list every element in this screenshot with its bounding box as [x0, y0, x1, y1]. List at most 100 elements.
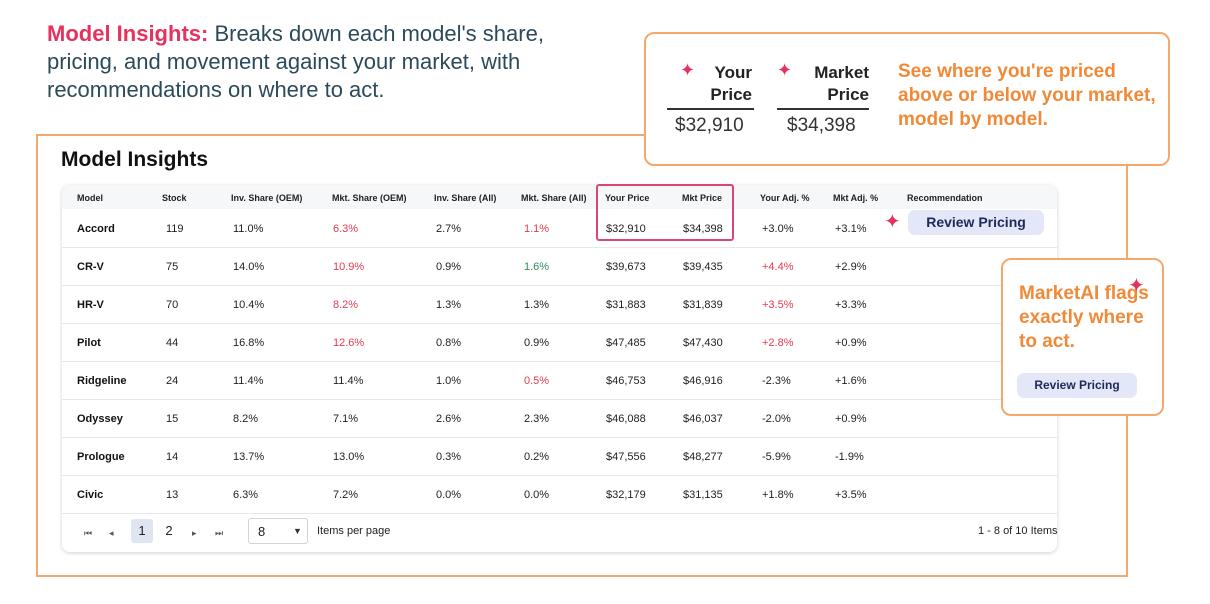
cell-mkt-oem: 6.3%: [333, 223, 359, 235]
header-stock[interactable]: Stock: [162, 193, 187, 203]
your-price-label: Your Price: [710, 63, 752, 104]
cell-mkt-oem: 13.0%: [333, 451, 365, 463]
cell-model: HR-V: [77, 299, 104, 311]
header-model[interactable]: Model: [77, 193, 103, 203]
header-inv-share-all[interactable]: Inv. Share (All): [434, 193, 497, 203]
header-inv-share-oem[interactable]: Inv. Share (OEM): [231, 193, 303, 203]
sparkle-icon: ✦: [680, 60, 696, 80]
header-your-adj[interactable]: Your Adj. %: [760, 193, 810, 203]
cell-mkt-oem: 7.2%: [333, 489, 359, 501]
cell-your-price: $46,753: [606, 375, 646, 387]
review-pricing-button[interactable]: Review Pricing: [1017, 373, 1137, 398]
table-row[interactable]: CR-V 75 14.0% 10.9% 0.9% 1.6% $39,673 $3…: [62, 247, 1057, 286]
next-page-icon[interactable]: ▸: [192, 528, 197, 538]
cell-mkt-adj: +1.6%: [835, 375, 867, 387]
market-price-label: Market Price: [814, 63, 869, 104]
cell-mkt-oem: 7.1%: [333, 413, 359, 425]
cell-inv-all: 0.9%: [436, 261, 462, 273]
cell-inv-all: 0.0%: [436, 489, 462, 501]
header-mkt-share-oem[interactable]: Mkt. Share (OEM): [332, 193, 407, 203]
page-button-2[interactable]: 2: [165, 523, 173, 538]
cell-inv-all: 2.7%: [436, 223, 462, 235]
headline: Model Insights: Breaks down each model's…: [47, 20, 607, 104]
cell-your-adj: -2.0%: [762, 413, 791, 425]
table-row[interactable]: Ridgeline 24 11.4% 11.4% 1.0% 0.5% $46,7…: [62, 361, 1057, 400]
divider: [667, 108, 754, 110]
table-row[interactable]: Odyssey 15 8.2% 7.1% 2.6% 2.3% $46,088 $…: [62, 399, 1057, 438]
cell-mkt-all: 0.5%: [524, 375, 550, 387]
market-price-value: $34,398: [787, 115, 856, 136]
cell-mkt-price: $48,277: [683, 451, 723, 463]
cell-inv-all: 1.3%: [436, 299, 462, 311]
cell-your-price: $47,556: [606, 451, 646, 463]
cell-mkt-oem: 12.6%: [333, 337, 365, 349]
cell-your-adj: +4.4%: [762, 261, 794, 273]
sparkle-icon: ✦: [884, 211, 901, 233]
cell-mkt-adj: +3.5%: [835, 489, 867, 501]
cell-model: Ridgeline: [77, 375, 127, 387]
cell-mkt-adj: +0.9%: [835, 337, 867, 349]
headline-text: Breaks down each model's share, pricing,…: [47, 21, 544, 102]
cell-inv-oem: 13.7%: [233, 451, 265, 463]
cell-stock: 75: [166, 261, 179, 273]
cell-stock: 70: [166, 299, 179, 311]
cell-mkt-price: $34,398: [683, 223, 723, 235]
page-button-1[interactable]: 1: [131, 519, 153, 543]
cell-inv-oem: 11.0%: [233, 223, 264, 235]
cell-model: Odyssey: [77, 413, 123, 425]
table-row[interactable]: Prologue 14 13.7% 13.0% 0.3% 0.2% $47,55…: [62, 437, 1057, 476]
cell-model: Pilot: [77, 337, 101, 349]
table-header: Model Stock Inv. Share (OEM) Mkt. Share …: [62, 185, 1057, 209]
header-mkt-share-all[interactable]: Mkt. Share (All): [521, 193, 587, 203]
chevron-down-icon: ▼: [293, 526, 302, 536]
last-page-icon[interactable]: ⏭: [215, 528, 224, 538]
cell-mkt-price: $46,037: [683, 413, 723, 425]
cell-mkt-price: $31,839: [683, 299, 723, 311]
sparkle-icon: ✦: [1128, 275, 1145, 297]
cell-mkt-adj: -1.9%: [835, 451, 864, 463]
price-comparison-callout: [644, 32, 1170, 166]
cell-mkt-price: $47,430: [683, 337, 723, 349]
table-row[interactable]: Pilot 44 16.8% 12.6% 0.8% 0.9% $47,485 $…: [62, 323, 1057, 362]
table-row[interactable]: Accord 119 11.0% 6.3% 2.7% 1.1% $32,910 …: [62, 209, 1057, 248]
range-label: 1 - 8 of 10 Items: [978, 525, 1058, 537]
cell-inv-all: 1.0%: [436, 375, 462, 387]
cell-your-adj: +1.8%: [762, 489, 794, 501]
sparkle-icon: ✦: [777, 60, 793, 80]
cell-inv-oem: 11.4%: [233, 375, 264, 387]
cell-your-price: $32,179: [606, 489, 646, 501]
items-per-page-value: 8: [258, 524, 266, 539]
header-mkt-price[interactable]: Mkt Price: [682, 193, 723, 203]
your-price-value: $32,910: [675, 115, 744, 136]
cell-model: Civic: [77, 489, 104, 501]
cell-mkt-price: $46,916: [683, 375, 723, 387]
cell-inv-oem: 10.4%: [233, 299, 265, 311]
model-insights-table: Model Stock Inv. Share (OEM) Mkt. Share …: [62, 185, 1057, 552]
cell-inv-oem: 16.8%: [233, 337, 265, 349]
cell-mkt-oem: 8.2%: [333, 299, 359, 311]
cell-mkt-all: 1.1%: [524, 223, 550, 235]
cell-inv-all: 0.3%: [436, 451, 462, 463]
header-mkt-adj[interactable]: Mkt Adj. %: [833, 193, 879, 203]
header-recommendation[interactable]: Recommendation: [907, 193, 983, 203]
review-pricing-button[interactable]: Review Pricing: [908, 210, 1044, 235]
cell-inv-all: 0.8%: [436, 337, 462, 349]
cell-inv-oem: 14.0%: [233, 261, 265, 273]
cell-mkt-all: 2.3%: [524, 413, 550, 425]
first-page-icon[interactable]: ⏮: [84, 528, 93, 538]
cell-model: Accord: [77, 223, 115, 235]
items-per-page-select[interactable]: 8 ▼: [248, 518, 308, 544]
cell-stock: 14: [166, 451, 179, 463]
header-your-price[interactable]: Your Price: [605, 193, 650, 203]
table-row[interactable]: Civic 13 6.3% 7.2% 0.0% 0.0% $32,179 $31…: [62, 475, 1057, 514]
cell-mkt-price: $39,435: [683, 261, 723, 273]
cell-stock: 119: [166, 223, 184, 235]
cell-mkt-adj: +2.9%: [835, 261, 867, 273]
prev-page-icon[interactable]: ◂: [109, 528, 114, 538]
table-row[interactable]: HR-V 70 10.4% 8.2% 1.3% 1.3% $31,883 $31…: [62, 285, 1057, 324]
cell-inv-oem: 6.3%: [233, 489, 259, 501]
cell-your-price: $46,088: [606, 413, 646, 425]
divider: [777, 108, 869, 110]
cell-your-adj: +3.5%: [762, 299, 794, 311]
price-callout-text: See where you're priced above or below y…: [898, 61, 1156, 130]
